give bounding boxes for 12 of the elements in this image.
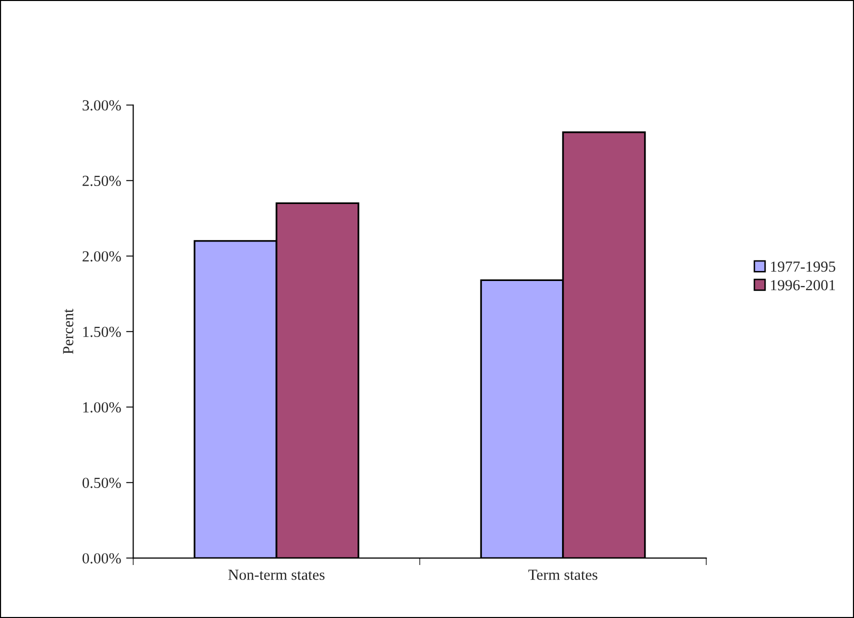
y-tick-label: 3.00% xyxy=(82,100,121,111)
x-tick-label: Non-term states xyxy=(228,570,325,580)
y-tick-label: 2.50% xyxy=(82,176,121,186)
y-tick-label: 1.50% xyxy=(83,326,121,338)
y-tick-label: 2.00% xyxy=(82,251,121,262)
x-tick-label: Term states xyxy=(528,570,598,580)
legend-label: 1977-1995 xyxy=(771,262,836,272)
y-tick-label: 0.50% xyxy=(82,478,121,488)
y-tick-label: 1.00% xyxy=(83,402,121,413)
y-axis-title: Percent xyxy=(63,308,74,354)
legend-label: 1996-2001 xyxy=(771,280,835,290)
y-tick-label: 0.00% xyxy=(82,553,121,564)
